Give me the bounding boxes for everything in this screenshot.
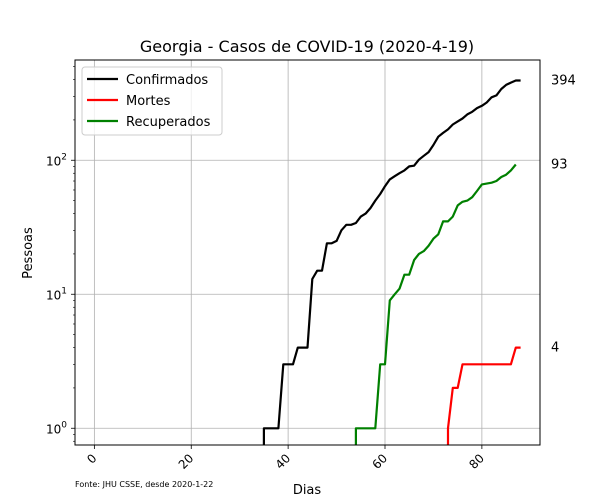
plot-frame [74, 59, 541, 446]
series-line-confirmados [262, 79, 521, 445]
y-tick-label: 101 [46, 286, 67, 302]
legend-items: Confirmados Mortes Recuperados [87, 73, 211, 130]
x-axis-label: Dias [293, 483, 322, 498]
y-tick-label: 100 [46, 420, 67, 436]
legend-label-confirmados: Confirmados [126, 73, 208, 88]
source-note: Fonte: JHU CSSE, desde 2020-1-22 [75, 480, 213, 489]
legend-box [81, 66, 223, 136]
end-label-confirmados: 394 [551, 73, 576, 88]
series-layer [262, 79, 521, 445]
series-line-mortes [446, 346, 521, 445]
series-line-recuperados [354, 163, 517, 445]
end-label-mortes: 4 [551, 341, 559, 356]
end-label-recuperados: 93 [551, 157, 568, 172]
legend-label-mortes: Mortes [126, 94, 171, 109]
legend-label-recuperados: Recuperados [126, 115, 211, 130]
legend: Confirmados Mortes Recuperados [81, 66, 223, 136]
y-tick-label: 102 [46, 152, 67, 168]
chart-title: Georgia - Casos de COVID-19 (2020-4-19) [140, 37, 474, 56]
y-axis-label: Pessoas [21, 227, 36, 279]
series-end-labels: 394 4 93 [551, 73, 576, 355]
